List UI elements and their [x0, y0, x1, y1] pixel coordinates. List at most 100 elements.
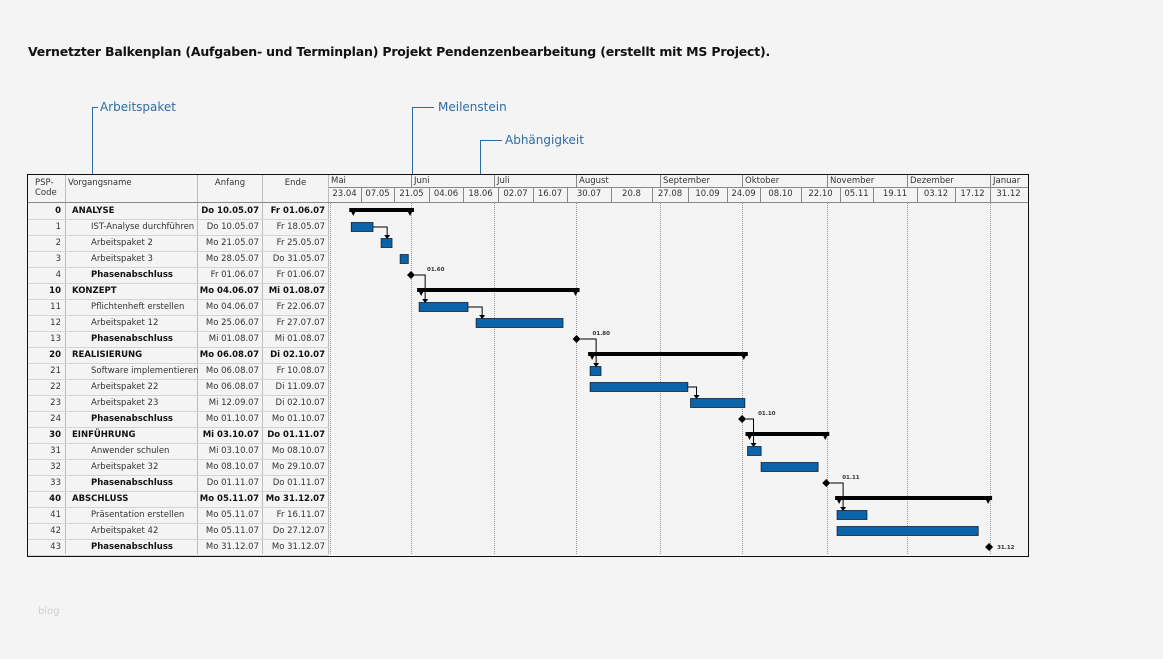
row-divider	[28, 251, 329, 252]
task-name: IST-Analyse durchführen	[91, 222, 195, 232]
header-divider	[329, 187, 1028, 188]
end-date: Mo 29.10.07	[271, 462, 325, 472]
month-divider	[990, 175, 991, 187]
psp-code: 4	[55, 270, 61, 280]
week-label: 31.12	[996, 189, 1021, 199]
row-divider	[28, 283, 329, 284]
summary-bar-start-cap	[349, 208, 358, 216]
psp-code: 22	[50, 382, 61, 392]
week-divider	[652, 187, 653, 202]
start-date: Mo 31.12.07	[205, 542, 259, 552]
task-bar	[836, 526, 979, 536]
week-label: 21.05	[399, 189, 424, 199]
task-bar	[760, 462, 819, 472]
milestone-diamond	[822, 479, 831, 487]
row-divider	[28, 459, 329, 460]
summary-bar-start-cap	[745, 432, 754, 440]
summary-bar	[349, 208, 414, 212]
month-divider	[907, 175, 908, 187]
milestone-diamond	[572, 335, 581, 343]
task-name: Arbeitspaket 42	[91, 526, 159, 536]
task-name: Anwender schulen	[91, 446, 170, 456]
start-date: Mo 04.06.07	[205, 302, 259, 312]
column-divider	[65, 175, 66, 554]
header-divider	[329, 202, 1028, 203]
week-divider	[990, 187, 991, 202]
psp-code: 43	[50, 542, 61, 552]
start-date: Mo 05.11.07	[199, 494, 259, 504]
end-date: Fr 25.05.07	[276, 238, 325, 248]
summary-bar	[417, 288, 580, 292]
start-date: Mo 01.10.07	[205, 414, 259, 424]
end-date: Fr 22.06.07	[276, 302, 325, 312]
row-divider	[28, 219, 329, 220]
month-gridline	[576, 203, 577, 554]
row-divider	[28, 299, 329, 300]
gantt-bars: 01.60 01.80 01.10 01.11 31.12	[349, 208, 1015, 551]
start-date: Mo 08.10.07	[205, 462, 259, 472]
row-divider	[28, 443, 329, 444]
summary-bar	[588, 352, 748, 356]
dependency-arrow	[415, 274, 426, 300]
week-label: 23.04	[332, 189, 357, 199]
task-name: REALISIERUNG	[72, 350, 143, 360]
psp-code: 21	[50, 366, 61, 376]
milestone-diamond	[738, 415, 747, 423]
row-divider	[28, 411, 329, 412]
week-label: 24.09	[731, 189, 756, 199]
row-divider	[28, 347, 329, 348]
task-name: Arbeitspaket 22	[91, 382, 159, 392]
month-divider	[576, 175, 577, 187]
week-label: 17.12	[960, 189, 985, 199]
row-divider	[28, 523, 329, 524]
summary-bar	[745, 432, 830, 436]
psp-code: 10	[49, 286, 61, 296]
week-divider	[394, 187, 395, 202]
month-gridline	[990, 203, 991, 554]
start-date: Mo 21.05.07	[205, 238, 259, 248]
month-gridline	[742, 203, 743, 554]
milestone-label: 01.11	[842, 475, 860, 481]
summary-bar-end-cap	[984, 496, 993, 504]
week-divider	[361, 187, 362, 202]
column-header-end: Ende	[284, 178, 307, 188]
row-divider	[28, 491, 329, 492]
summary-bar-start-cap	[835, 496, 844, 504]
psp-code: 23	[50, 398, 61, 408]
summary-bar	[835, 496, 993, 500]
task-name: Arbeitspaket 3	[91, 254, 153, 264]
row-divider	[28, 379, 329, 380]
week-label: 07.05	[365, 189, 390, 199]
end-date: Fr 10.08.07	[276, 366, 325, 376]
summary-bar-start-cap	[417, 288, 426, 296]
month-gridline	[330, 203, 331, 554]
task-bar	[747, 446, 762, 456]
row-divider	[28, 427, 329, 428]
psp-code: 42	[50, 526, 61, 536]
end-date: Fr 01.06.07	[276, 270, 325, 280]
week-divider	[955, 187, 956, 202]
psp-code: 3	[55, 254, 61, 264]
task-bar	[418, 302, 469, 312]
gantt-chart: PSP-Code Vorgangsname Anfang Ende Mai Jun…	[27, 174, 1029, 557]
end-date: Do 27.12.07	[272, 526, 325, 536]
end-date: Mo 31.12.07	[265, 494, 325, 504]
task-name: Phasenabschluss	[91, 334, 173, 344]
week-label: 04.06	[433, 189, 459, 199]
end-date: Do 01.11.07	[272, 478, 325, 488]
psp-code: 20	[49, 350, 61, 360]
month-label: Januar	[993, 176, 1021, 186]
week-divider	[498, 187, 499, 202]
end-date: Di 11.09.07	[275, 382, 325, 392]
annotation-abhaengigkeit: Abhängigkeit	[505, 133, 584, 147]
week-divider	[688, 187, 689, 202]
end-date: Fr 01.06.07	[270, 206, 325, 216]
header-divider	[28, 202, 329, 203]
summary-bar-end-cap	[821, 432, 830, 440]
end-date: Fr 18.05.07	[276, 222, 325, 232]
task-name: Arbeitspaket 2	[91, 238, 153, 248]
start-date: Mo 25.06.07	[205, 318, 259, 328]
row-divider	[28, 507, 329, 508]
end-date: Mo 01.10.07	[271, 414, 325, 424]
week-label: 05.11	[844, 189, 869, 199]
